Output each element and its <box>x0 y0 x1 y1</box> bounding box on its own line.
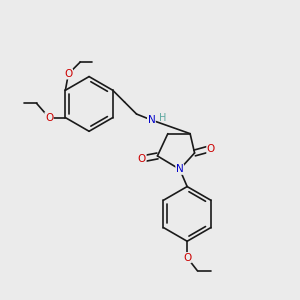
Text: N: N <box>148 115 155 125</box>
Text: O: O <box>64 69 73 79</box>
Text: N: N <box>176 164 184 174</box>
Text: O: O <box>183 253 191 262</box>
Text: O: O <box>45 112 53 123</box>
Text: H: H <box>159 113 166 124</box>
Text: O: O <box>207 143 215 154</box>
Text: O: O <box>138 154 146 164</box>
